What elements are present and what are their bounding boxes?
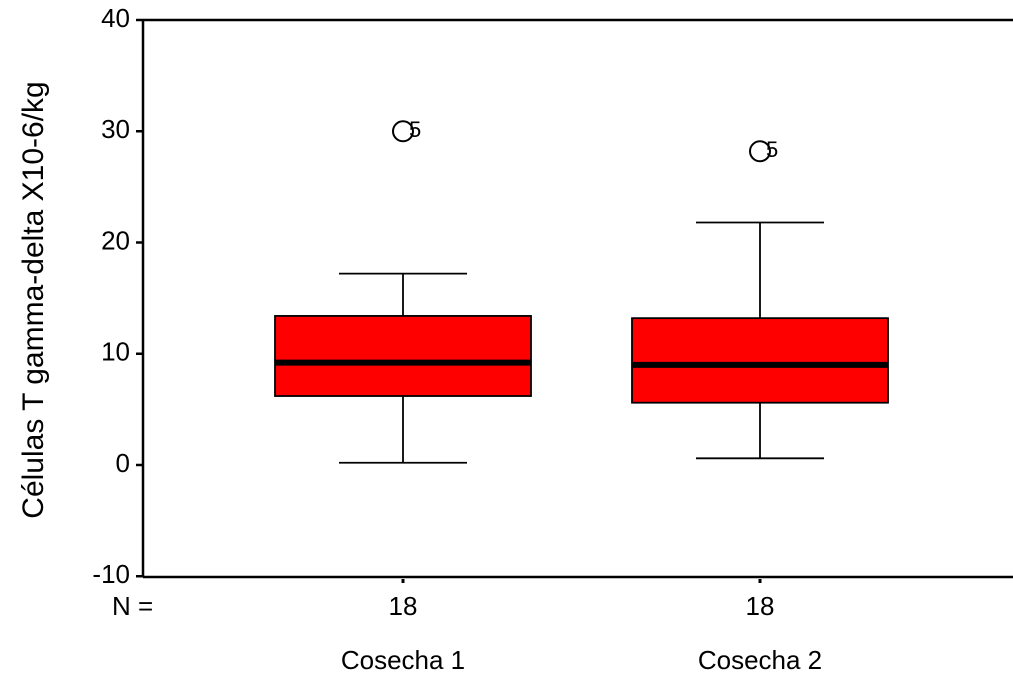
y-tick-label: 0 <box>116 448 130 478</box>
n-value: 18 <box>746 591 775 621</box>
outlier-label: 5 <box>409 117 421 142</box>
y-tick-label: 10 <box>101 337 130 367</box>
x-tick-label: Cosecha 1 <box>341 645 465 675</box>
y-axis-label: Células T gamma-delta X10-6/kg <box>17 81 50 518</box>
y-tick-label: 30 <box>101 114 130 144</box>
y-tick-label: 40 <box>101 3 130 33</box>
n-value: 18 <box>389 591 418 621</box>
outlier-label: 5 <box>766 137 778 162</box>
outlier <box>749 140 771 163</box>
x-tick-label: Cosecha 2 <box>698 645 822 675</box>
y-tick-label: 20 <box>101 225 130 255</box>
box <box>631 317 889 404</box>
box <box>274 315 532 397</box>
y-tick-label: -10 <box>92 559 130 589</box>
outlier <box>392 120 414 143</box>
n-label: N = <box>112 591 153 621</box>
